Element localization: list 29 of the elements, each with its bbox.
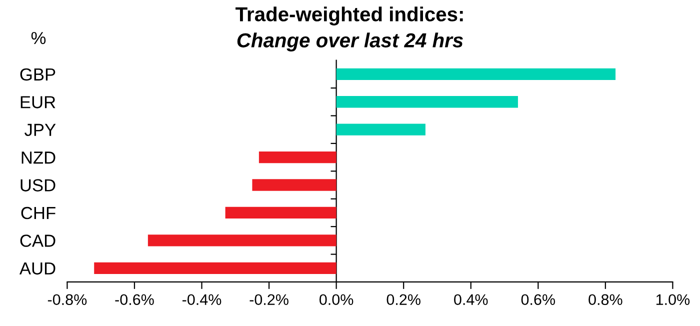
chart-subtitle: Change over last 24 hrs	[237, 32, 463, 52]
y-tick-label: CHF	[21, 206, 56, 220]
y-tick-label: USD	[20, 179, 56, 192]
bar	[225, 206, 336, 219]
x-tick-label: -0.2%	[250, 294, 288, 306]
y-tick-label: JPY	[24, 124, 56, 136]
y-tick-label: NZD	[22, 152, 56, 164]
x-tick-label: -0.8%	[48, 294, 87, 306]
x-tick-label: 0.6%	[521, 294, 556, 306]
y-tick-label: AUD	[19, 262, 56, 275]
y-axis-title: %	[31, 32, 46, 44]
x-tick-label: -0.6%	[115, 294, 154, 306]
bar	[252, 179, 336, 191]
x-tick-label: 0.4%	[454, 294, 488, 306]
bar	[258, 151, 336, 164]
x-tick-label: -0.4%	[182, 294, 222, 306]
bar	[336, 68, 616, 80]
bar	[148, 234, 336, 246]
bar	[336, 96, 518, 108]
bar	[336, 124, 426, 136]
y-tick-label: EUR	[20, 96, 56, 108]
chart-title: Trade-weighted indices:	[236, 6, 463, 26]
x-tick-label: 1.0%	[656, 294, 690, 306]
y-tick-label: GBP	[20, 68, 56, 81]
x-tick-label: 0.2%	[386, 294, 420, 306]
y-tick-label: CAD	[20, 234, 56, 247]
bar	[94, 262, 336, 274]
x-tick-label: 0.0%	[319, 294, 354, 306]
x-tick-label: 0.8%	[588, 294, 622, 306]
